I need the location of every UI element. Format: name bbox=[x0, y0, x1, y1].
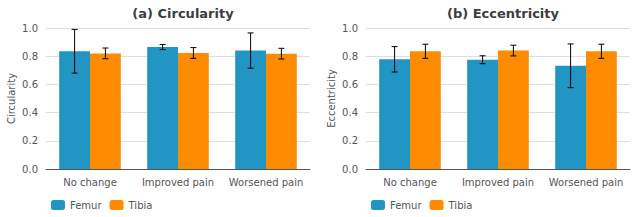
svg-text:Worsened pain: Worsened pain bbox=[549, 177, 624, 188]
svg-text:0.2: 0.2 bbox=[342, 135, 358, 146]
svg-text:1.0: 1.0 bbox=[22, 23, 38, 34]
svg-text:(a) Circularity: (a) Circularity bbox=[132, 6, 234, 21]
svg-text:0.8: 0.8 bbox=[342, 51, 358, 62]
svg-text:1.0: 1.0 bbox=[342, 23, 358, 34]
svg-text:Tibia: Tibia bbox=[128, 200, 153, 211]
svg-text:Femur: Femur bbox=[390, 200, 422, 211]
svg-text:(b) Eccentricity: (b) Eccentricity bbox=[447, 6, 560, 21]
svg-text:0.4: 0.4 bbox=[342, 107, 358, 118]
svg-text:0.2: 0.2 bbox=[22, 135, 38, 146]
svg-text:0.0: 0.0 bbox=[22, 164, 38, 175]
svg-text:Eccentricity: Eccentricity bbox=[326, 69, 337, 128]
svg-text:Improved pain: Improved pain bbox=[462, 177, 534, 188]
svg-text:Worsened pain: Worsened pain bbox=[229, 177, 304, 188]
svg-text:No change: No change bbox=[63, 177, 117, 188]
svg-text:0.6: 0.6 bbox=[342, 79, 358, 90]
svg-text:No change: No change bbox=[383, 177, 437, 188]
svg-text:Tibia: Tibia bbox=[448, 200, 473, 211]
svg-text:0.4: 0.4 bbox=[22, 107, 38, 118]
svg-text:Improved pain: Improved pain bbox=[142, 177, 214, 188]
svg-text:Circularity: Circularity bbox=[6, 73, 17, 124]
svg-text:Femur: Femur bbox=[70, 200, 102, 211]
svg-text:0.6: 0.6 bbox=[22, 79, 38, 90]
svg-text:0.8: 0.8 bbox=[22, 51, 38, 62]
svg-text:0.0: 0.0 bbox=[342, 164, 358, 175]
